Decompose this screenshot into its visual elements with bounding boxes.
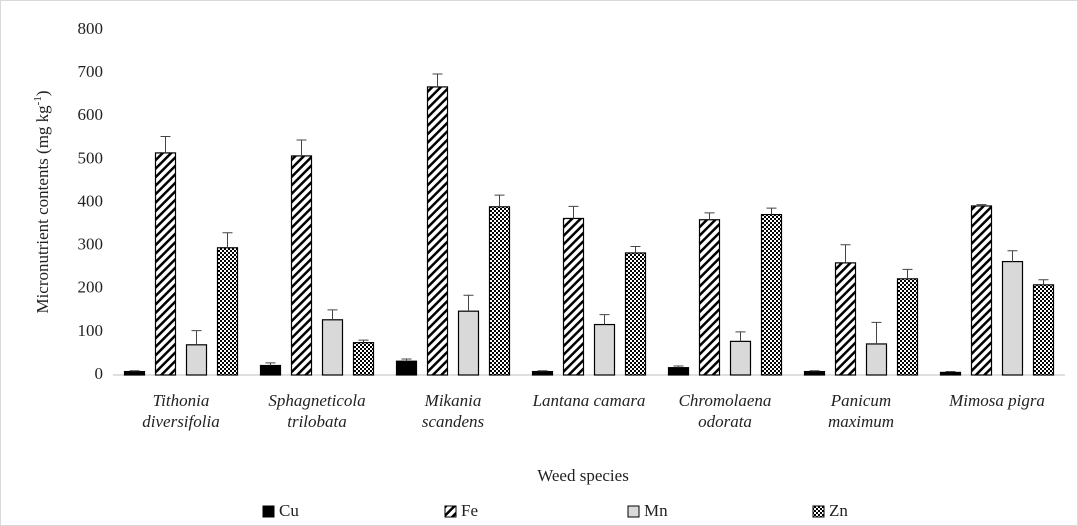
error-bar (494, 194, 505, 207)
bar (667, 367, 690, 376)
error-bar (871, 321, 882, 344)
bar (123, 370, 146, 376)
legend-label: Zn (829, 501, 848, 520)
x-tick-label: Chromolaena odorata (678, 391, 772, 431)
bar (834, 262, 857, 376)
bar (395, 360, 418, 376)
bar (803, 370, 826, 376)
bar (154, 152, 177, 376)
error-bar (160, 136, 171, 153)
legend-swatch (627, 505, 640, 518)
bar (352, 342, 375, 376)
bar (970, 205, 993, 376)
error-bar (1007, 250, 1018, 262)
error-bar (568, 205, 579, 219)
error-bar (673, 365, 684, 368)
error-bar (704, 212, 715, 220)
bar (185, 344, 208, 376)
x-tick-label: Lantana camara (532, 391, 646, 410)
error-bar (1038, 279, 1049, 285)
bar (457, 310, 480, 376)
error-bar (809, 370, 820, 372)
legend-swatch (812, 505, 825, 518)
y-tick-label: 100 (78, 321, 104, 340)
bar (488, 206, 511, 376)
legend-label: Fe (461, 501, 478, 520)
y-axis-label-text: Micronutrient contents (mg kg (33, 105, 52, 314)
x-tick-label: Mikania scandens (421, 391, 485, 431)
error-bar (265, 362, 276, 366)
y-tick-label: 300 (78, 235, 104, 254)
bar (939, 371, 962, 376)
bar (1032, 284, 1055, 376)
y-axis-label: Micronutrient contents (mg kg-1) (32, 90, 52, 313)
error-bar (129, 370, 140, 372)
bar (321, 319, 344, 376)
bar (865, 343, 888, 376)
error-bar (296, 139, 307, 156)
error-bar (945, 371, 956, 373)
bar (698, 219, 721, 376)
bar (593, 323, 616, 376)
y-axis-label-end: ) (33, 90, 52, 96)
bar (426, 86, 449, 376)
error-bar (191, 330, 202, 345)
error-bar (432, 73, 443, 87)
legend-swatch (444, 505, 457, 518)
error-bar (976, 204, 987, 206)
error-bar (735, 331, 746, 342)
error-bar (599, 314, 610, 325)
y-axis-label-sup: -1 (32, 96, 44, 105)
bar (216, 247, 239, 376)
y-tick-label: 400 (78, 191, 104, 210)
x-axis-label: Weed species (537, 466, 629, 485)
y-tick-label: 800 (78, 19, 104, 38)
x-tick-label: Sphagneticola trilobata (268, 391, 366, 431)
x-tick-label: Mimosa pigra (949, 391, 1045, 410)
bar (531, 370, 554, 376)
error-bar (463, 294, 474, 312)
error-bar (222, 232, 233, 248)
bar (896, 278, 919, 376)
y-tick-label: 500 (78, 148, 104, 167)
legend-label: Cu (279, 501, 299, 520)
y-tick-label: 0 (95, 364, 104, 383)
legend-swatch (262, 505, 275, 518)
bar (259, 364, 282, 376)
error-bar (401, 358, 412, 362)
y-tick-label: 600 (78, 105, 104, 124)
error-bar (537, 370, 548, 372)
bar (290, 155, 313, 376)
y-tick-label: 200 (78, 278, 104, 297)
x-tick-label: Tithonia diversifolia (142, 391, 220, 431)
x-tick-label: Panicum maximum (827, 391, 895, 431)
bar (1001, 260, 1024, 376)
error-bar (358, 339, 369, 343)
y-tick-label: 700 (78, 62, 104, 81)
bar (562, 217, 585, 376)
error-bar (766, 207, 777, 215)
error-bar (327, 309, 338, 320)
error-bar (840, 244, 851, 263)
error-bar (902, 268, 913, 279)
bar (729, 340, 752, 376)
error-bar (630, 245, 641, 253)
bar (760, 213, 783, 376)
legend-label: Mn (644, 501, 668, 520)
bar (624, 252, 647, 376)
